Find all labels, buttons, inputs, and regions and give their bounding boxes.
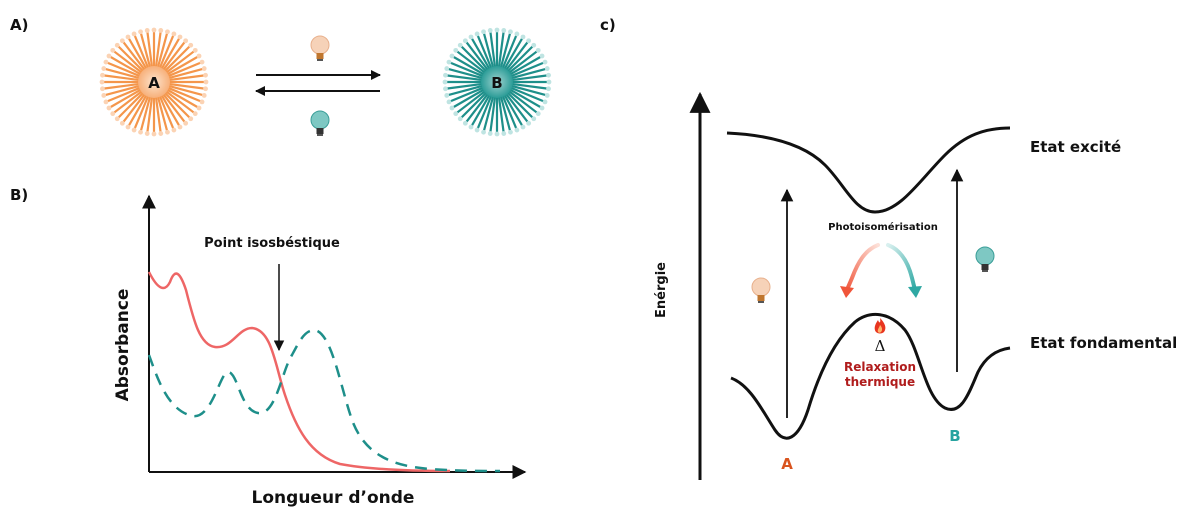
ground-state-curve	[730, 313, 1011, 440]
molecule-b-burst	[442, 27, 552, 137]
wavelength-axis-label: Longueur d’onde	[252, 488, 415, 508]
molecule-a-core	[138, 66, 170, 98]
molecule-b-core	[481, 66, 513, 98]
photoisomerization-label: Photoisomérisation	[828, 221, 938, 233]
flame-icon	[874, 318, 886, 334]
thermal-relaxation-line2: thermique	[845, 375, 915, 389]
excited-state-curve	[726, 126, 1011, 214]
heat-delta-symbol: Δ	[875, 337, 886, 355]
thermal-relaxation-line1: Relaxation	[844, 360, 916, 374]
absorbance-axis-label: Absorbance	[113, 289, 133, 402]
ground-state-label: Etat fondamental	[1030, 334, 1177, 352]
photoisomerization-arrow-right-head	[908, 286, 922, 298]
excited-state-label: Etat excité	[1030, 138, 1121, 156]
minimum-a-label: A	[781, 455, 793, 473]
lightbulb-orange-icon	[310, 35, 330, 61]
lightbulb-orange-icon	[751, 277, 771, 303]
photoisomerization-arrow-right	[886, 243, 917, 292]
photoisomerization-arrow-left-head	[840, 286, 854, 298]
molecule-a-burst	[99, 27, 209, 137]
lightbulb-teal-icon	[975, 246, 995, 272]
series-teal-dashed-curve	[147, 328, 501, 473]
photoisomerization-arrow-left	[844, 243, 880, 294]
panel-c-label: c)	[600, 16, 616, 34]
isosbestic-point-label: Point isosbéstique	[204, 236, 340, 251]
minimum-b-label: B	[949, 427, 960, 445]
molecule-b-label: B	[491, 74, 502, 92]
panel-b-label: B)	[10, 186, 28, 204]
energy-axis-label: Enérgie	[654, 262, 669, 318]
panel-a-label: A)	[10, 16, 28, 34]
lightbulb-teal-icon	[310, 110, 330, 136]
series-red-curve	[147, 271, 451, 473]
molecule-a-label: A	[148, 74, 160, 92]
